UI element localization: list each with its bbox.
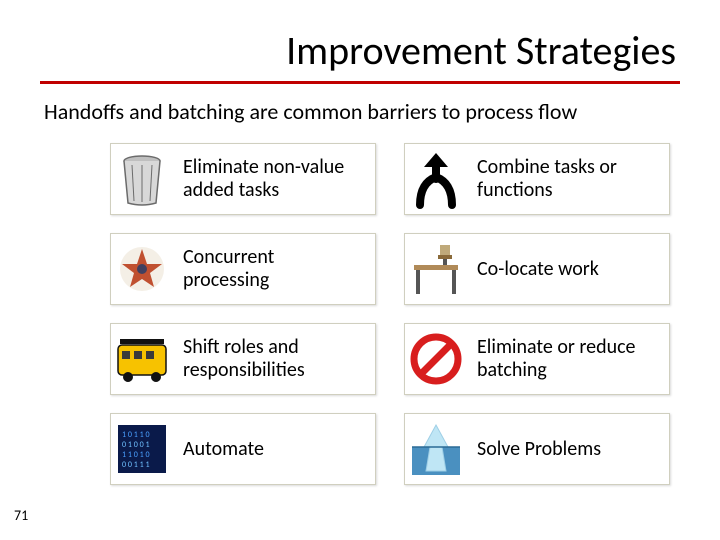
slide: Improvement Strategies Handoffs and batc… bbox=[0, 0, 720, 540]
desk-icon bbox=[405, 234, 467, 304]
svg-text:0 1 0 0 1: 0 1 0 0 1 bbox=[122, 440, 150, 450]
card-reduce-batching: Eliminate or reduce batching bbox=[404, 323, 670, 395]
card-label: Combine tasks or functions bbox=[467, 144, 669, 214]
svg-text:1 0 1 1 0: 1 0 1 1 0 bbox=[122, 430, 150, 440]
card-label: Solve Problems bbox=[467, 414, 669, 484]
card-colocate: Co-locate work bbox=[404, 233, 670, 305]
card-shift-roles: Shift roles and responsibilities bbox=[110, 323, 376, 395]
iceberg-icon bbox=[405, 414, 467, 484]
page-title: Improvement Strategies bbox=[40, 26, 676, 75]
card-concurrent: Concurrent processing bbox=[110, 233, 376, 305]
card-automate: 1 0 1 1 0 0 1 0 0 1 1 1 0 1 0 0 0 1 1 1 … bbox=[110, 413, 376, 485]
svg-text:0 0 1 1 1: 0 0 1 1 1 bbox=[122, 460, 150, 470]
hands-icon bbox=[111, 234, 173, 304]
card-combine: Combine tasks or functions bbox=[404, 143, 670, 215]
card-label: Eliminate or reduce batching bbox=[467, 324, 669, 394]
card-label: Co-locate work bbox=[467, 234, 669, 304]
card-label: Concurrent processing bbox=[173, 234, 375, 304]
matrix-icon: 1 0 1 1 0 0 1 0 0 1 1 1 0 1 0 0 0 1 1 1 bbox=[111, 414, 173, 484]
card-eliminate-nva: Eliminate non-value added tasks bbox=[110, 143, 376, 215]
card-label: Eliminate non-value added tasks bbox=[173, 144, 375, 214]
svg-text:1 1 0 1 0: 1 1 0 1 0 bbox=[122, 450, 150, 460]
bus-icon bbox=[111, 324, 173, 394]
merge-icon bbox=[405, 144, 467, 214]
card-solve-problems: Solve Problems bbox=[404, 413, 670, 485]
card-label: Shift roles and responsibilities bbox=[173, 324, 375, 394]
trash-icon bbox=[111, 144, 173, 214]
strategies-grid: Eliminate non-value added tasks Combine … bbox=[110, 143, 670, 485]
subtitle: Handoffs and batching are common barrier… bbox=[44, 98, 680, 125]
no-sign-icon bbox=[405, 324, 467, 394]
card-label: Automate bbox=[173, 414, 375, 484]
page-number: 71 bbox=[14, 507, 28, 524]
title-underline bbox=[40, 81, 680, 84]
